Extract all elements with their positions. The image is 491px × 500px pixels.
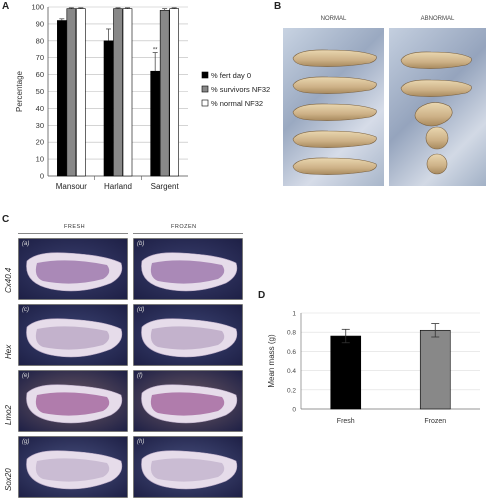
fresh-in-situ-image: (c) (18, 304, 128, 366)
bar (419, 329, 451, 410)
panel-label-b: B (274, 1, 282, 12)
image-tag: (g) (22, 439, 30, 445)
abnormal-embryos-photo (389, 28, 486, 186)
frozen-column-label: FROZEN (171, 224, 197, 230)
y-tick-label: 80 (36, 36, 44, 45)
panel-label-a: A (2, 1, 10, 12)
y-tick-label: 0.6 (287, 349, 296, 356)
embryo-illustration (141, 450, 238, 490)
image-tag: (f) (137, 373, 143, 379)
legend-swatch (201, 99, 209, 107)
image-tag: (h) (137, 439, 145, 445)
image-tag: (e) (22, 373, 30, 379)
embryo-illustration (26, 450, 123, 490)
y-tick-label: 0.4 (287, 368, 296, 375)
fresh-in-situ-image: (e) (18, 370, 128, 432)
normal-embryos-photo (283, 28, 384, 186)
x-tick-label: Fresh (337, 418, 355, 425)
y-axis-label: Percentage (15, 70, 24, 111)
chart-a-fertilization: 0 10 20 30 40 50 60 70 80 90 100 Percentage Mansour H… (15, 3, 270, 192)
legend-swatch (201, 71, 209, 79)
x-tick-label: Sargent (151, 182, 180, 191)
panel-label-c: C (2, 214, 10, 225)
gene-label: Hex (4, 344, 13, 359)
embryo-illustration (141, 318, 238, 358)
y-tick-label: 90 (36, 19, 44, 28)
gene-label: Sox20 (4, 468, 13, 491)
chart-d-mean-mass: 0 0.2 0.4 0.6 0.8 1 Mean mass (g) Fresh Frozen (267, 311, 480, 425)
legend-swatch (201, 85, 209, 93)
bar (159, 10, 170, 177)
x-tick-label: Frozen (424, 418, 446, 425)
y-axis-label: Mean mass (g) (267, 334, 276, 388)
normal-embryos-illustration (292, 49, 377, 175)
y-tick-label: 40 (36, 104, 44, 113)
image-tag: (d) (137, 307, 145, 313)
frozen-in-situ-image: (b) (133, 238, 243, 300)
fresh-in-situ-image: (a) (18, 238, 128, 300)
y-tick-label: 0.2 (287, 387, 296, 394)
panel-label-d: D (258, 290, 266, 301)
legend-label: % survivors NF32 (211, 85, 270, 94)
y-tick-label: 20 (36, 138, 44, 147)
y-tick-label: 60 (36, 70, 44, 79)
fresh-header-rule (18, 233, 128, 234)
bar (66, 8, 77, 177)
y-tick-label: 0 (292, 407, 296, 414)
abnormal-column-label: ABNORMAL (420, 16, 455, 22)
fresh-column-label: FRESH (64, 224, 86, 230)
y-tick-label: 70 (36, 53, 44, 62)
bar (57, 20, 67, 177)
y-tick-label: 30 (36, 121, 44, 130)
bar (122, 8, 133, 177)
bar (330, 335, 362, 410)
x-tick-label: Harland (104, 182, 132, 191)
gene-label: Cx40.4 (4, 267, 13, 293)
frozen-in-situ-image: (h) (133, 436, 243, 498)
y-tick-label: 0.8 (287, 330, 296, 337)
image-tag: (b) (137, 241, 145, 247)
bar (76, 8, 86, 177)
bar (169, 8, 179, 177)
embryo-illustration (141, 384, 238, 424)
abnormal-embryos-illustration (400, 51, 472, 175)
fresh-in-situ-image: (g) (18, 436, 128, 498)
normal-column-label: NORMAL (320, 16, 347, 22)
y-tick-label: 0 (40, 172, 44, 181)
image-tag: (a) (22, 241, 30, 247)
significance-annotation: ** (153, 48, 158, 54)
y-tick-label: 1 (292, 311, 296, 318)
embryo-illustration (141, 252, 238, 292)
embryo-illustration (26, 252, 123, 292)
bar (113, 8, 123, 177)
frozen-in-situ-image: (f) (133, 370, 243, 432)
y-tick-label: 10 (36, 155, 44, 164)
embryo-illustration (26, 384, 123, 424)
legend-label: % normal NF32 (211, 99, 263, 108)
frozen-in-situ-image: (d) (133, 304, 243, 366)
bar (103, 40, 114, 177)
x-tick-label: Mansour (56, 182, 87, 191)
y-tick-label: 50 (36, 87, 44, 96)
image-tag: (c) (22, 307, 29, 313)
frozen-header-rule (133, 233, 243, 234)
legend-label: % fert day 0 (211, 71, 251, 80)
gene-label: Lmo2 (4, 404, 13, 425)
y-tick-label: 100 (31, 3, 44, 12)
embryo-illustration (26, 318, 123, 358)
bar (150, 70, 160, 177)
